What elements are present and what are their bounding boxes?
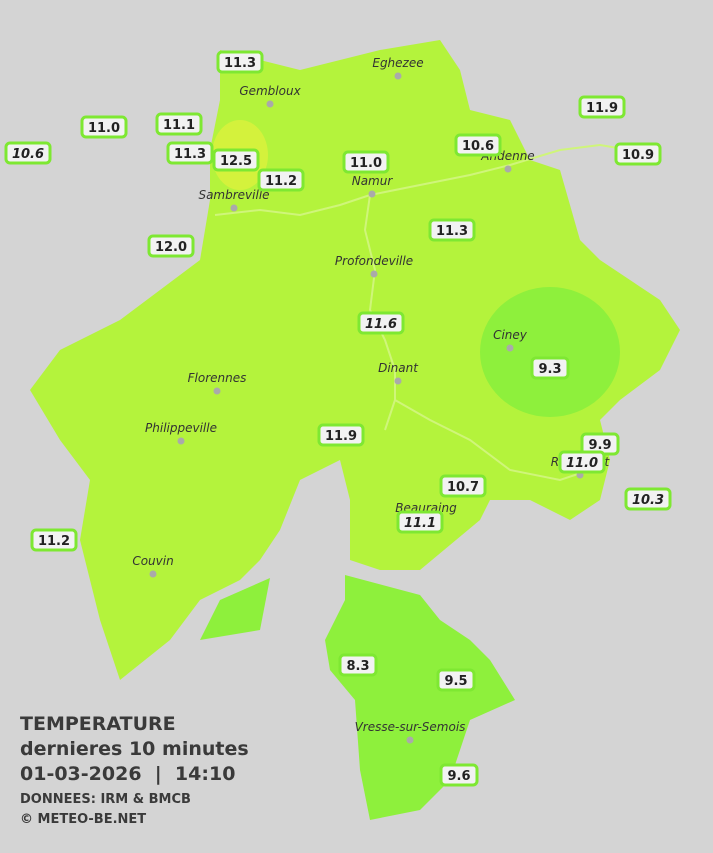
town-dot bbox=[368, 190, 376, 198]
station-value: 9.6 bbox=[447, 769, 470, 784]
river-meuse bbox=[214, 143, 631, 217]
station-value: 9.3 bbox=[538, 362, 561, 377]
station-box bbox=[624, 487, 672, 511]
station-value: 10.3 bbox=[632, 493, 664, 508]
province-north bbox=[30, 40, 680, 680]
town-dot bbox=[230, 204, 238, 212]
station-value: 11.0 bbox=[88, 121, 120, 136]
town-name: Vresse-sur-Semois bbox=[355, 720, 466, 734]
station-box bbox=[436, 668, 476, 692]
station-value: 11.2 bbox=[38, 534, 70, 549]
station-box bbox=[257, 168, 305, 192]
subtitle: dernieres 10 minutes bbox=[20, 738, 249, 760]
station-value: 9.9 bbox=[588, 438, 611, 453]
station-box bbox=[530, 356, 570, 380]
town-name: Couvin bbox=[132, 554, 173, 568]
station-value: 12.0 bbox=[155, 240, 187, 255]
town-name: Gembloux bbox=[239, 84, 301, 98]
station-value: 11.6 bbox=[365, 317, 397, 332]
cold-zone-couvin bbox=[200, 578, 270, 640]
station-box bbox=[578, 95, 626, 119]
station-value: 11.9 bbox=[325, 429, 357, 444]
town-name: Philippeville bbox=[145, 421, 217, 435]
station-box bbox=[4, 141, 52, 165]
town-dot bbox=[394, 72, 402, 80]
station-box bbox=[30, 528, 78, 552]
station-box bbox=[317, 423, 365, 447]
station-value: 11.2 bbox=[265, 174, 297, 189]
town-name: Profondeville bbox=[335, 254, 413, 268]
station-value: 11.9 bbox=[586, 101, 618, 116]
province-south bbox=[325, 575, 515, 820]
station-value: 11.0 bbox=[350, 156, 382, 171]
station-box bbox=[428, 218, 476, 242]
town-dot bbox=[213, 387, 221, 395]
station-value: 8.3 bbox=[346, 659, 369, 674]
cold-zone-ciney bbox=[480, 287, 620, 417]
station-value: 11.1 bbox=[163, 118, 195, 133]
town-dot bbox=[506, 344, 514, 352]
station-box bbox=[338, 653, 378, 677]
town-dot bbox=[177, 437, 185, 445]
station-value: 11.3 bbox=[224, 56, 256, 71]
station-value: 11.1 bbox=[404, 516, 436, 531]
copyright: © METEO-BE.NET bbox=[20, 812, 146, 827]
town-name: Eghezee bbox=[372, 56, 423, 70]
station-box bbox=[396, 510, 444, 534]
station-value: 10.6 bbox=[462, 139, 494, 154]
river-lesse bbox=[394, 399, 591, 482]
station-value: 10.9 bbox=[622, 148, 654, 163]
station-value: 11.3 bbox=[174, 147, 206, 162]
town-name: Sambreville bbox=[198, 188, 269, 202]
station-box bbox=[212, 148, 260, 172]
station-box bbox=[80, 115, 128, 139]
station-value: 11.3 bbox=[436, 224, 468, 239]
town-dot bbox=[370, 270, 378, 278]
datetime: 01-03-2026 | 14:10 bbox=[20, 763, 235, 785]
station-box bbox=[342, 150, 390, 174]
station-box bbox=[155, 112, 203, 136]
station-box bbox=[439, 763, 479, 787]
town-name: Dinant bbox=[378, 361, 419, 375]
title: TEMPERATURE bbox=[20, 713, 176, 735]
town-name: Ciney bbox=[493, 328, 528, 342]
station-box bbox=[454, 133, 502, 157]
station-value: 12.5 bbox=[220, 154, 252, 169]
town-dot bbox=[504, 165, 512, 173]
town-dot bbox=[266, 100, 274, 108]
labels: EghezeeGemblouxAndenneNamurSambrevillePr… bbox=[4, 50, 672, 787]
station-value: 11.0 bbox=[566, 456, 598, 471]
legend-title: TEMPERATURE dernieres 10 minutes 01-03-2… bbox=[20, 713, 249, 827]
town-dot bbox=[394, 377, 402, 385]
station-box bbox=[558, 450, 606, 474]
station-box bbox=[439, 474, 487, 498]
town-dot bbox=[149, 570, 157, 578]
town-dot bbox=[406, 736, 414, 744]
station-value: 10.6 bbox=[12, 147, 44, 162]
station-box bbox=[216, 50, 264, 74]
source: DONNEES: IRM & BMCB bbox=[20, 792, 191, 807]
station-box bbox=[614, 142, 662, 166]
station-box bbox=[357, 311, 405, 335]
town-name: Namur bbox=[352, 174, 394, 188]
station-box bbox=[147, 234, 195, 258]
station-value: 10.7 bbox=[447, 480, 479, 495]
station-box bbox=[166, 141, 214, 165]
station-value: 9.5 bbox=[444, 674, 467, 689]
town-name: Florennes bbox=[188, 371, 247, 385]
